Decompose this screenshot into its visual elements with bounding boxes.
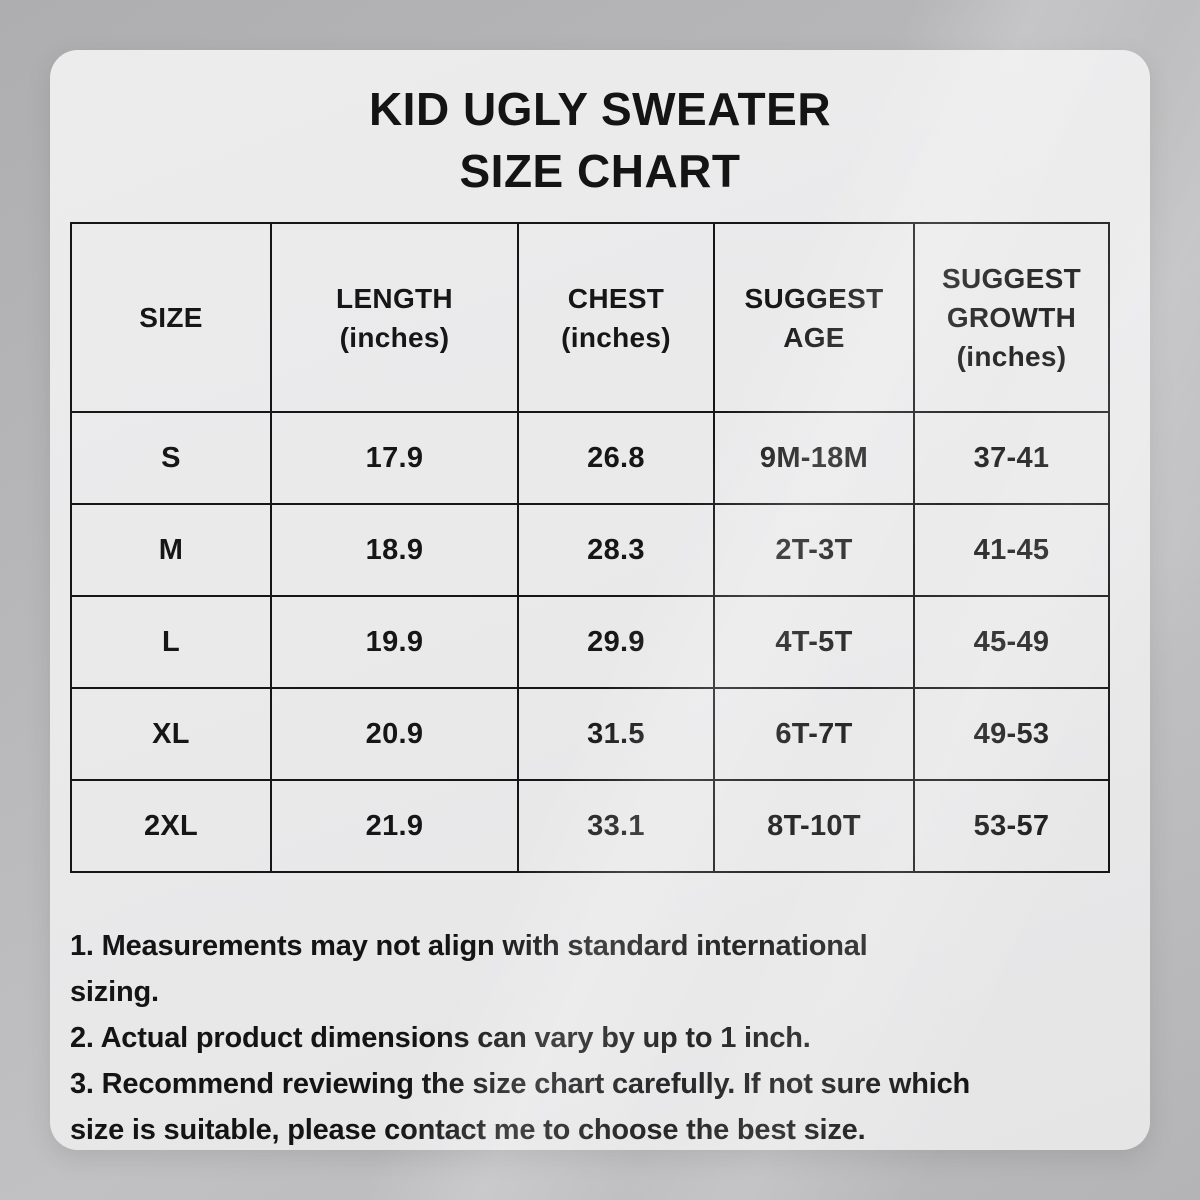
note-3-line-2: size is suitable, please contact me to c… (70, 1114, 866, 1146)
header-cell-suggest-age: SUGGEST AGE (713, 222, 915, 413)
page-title-line2: SIZE CHART (459, 145, 741, 197)
size-table-header: SIZE LENGTH (inches) CHEST (inches) SUGG… (70, 222, 1110, 413)
age-cell: 4T-5T (713, 595, 915, 689)
size-table-body: S 17.9 26.8 9M-18M 37-41 M 18.9 28.3 2T-… (70, 411, 1110, 873)
table-row-xl: XL 20.9 31.5 6T-7T 49-53 (70, 687, 1110, 781)
page-title-line1: KID UGLY SWEATER (368, 83, 832, 135)
age-cell: 2T-3T (713, 503, 915, 597)
length-cell: 18.9 (270, 503, 519, 597)
growth-cell: 37-41 (913, 411, 1110, 505)
table-row-s: S 17.9 26.8 9M-18M 37-41 (70, 411, 1110, 505)
note-3-line-1: 3. Recommend reviewing the size chart ca… (70, 1068, 971, 1100)
header-line: SUGGEST (744, 282, 884, 314)
age-cell: 6T-7T (713, 687, 915, 781)
size-table: SIZE LENGTH (inches) CHEST (inches) SUGG… (70, 222, 1110, 873)
size-cell: L (70, 595, 272, 689)
length-cell: 20.9 (270, 687, 519, 781)
header-line: SIZE (139, 302, 203, 333)
chest-cell: 33.1 (517, 779, 715, 873)
note-1-line-2: sizing. (70, 976, 159, 1008)
size-cell: S (70, 411, 272, 505)
size-cell: M (70, 503, 272, 597)
header-cell-size: SIZE (70, 222, 272, 413)
header-line: (inches) (561, 321, 671, 353)
chest-cell: 31.5 (517, 687, 715, 781)
note-1-line-1: 1. Measurements may not align with stand… (70, 930, 868, 962)
table-row-l: L 19.9 29.9 4T-5T 45-49 (70, 595, 1110, 689)
length-cell: 17.9 (270, 411, 519, 505)
header-line: (inches) (956, 341, 1067, 372)
header-line: CHEST (567, 282, 665, 314)
chest-cell: 28.3 (517, 503, 715, 597)
header-cell-chest: CHEST (inches) (517, 222, 715, 413)
note-2-line-1: 2. Actual product dimensions can vary by… (70, 1022, 811, 1054)
header-line: SUGGEST (941, 263, 1081, 294)
header-line: LENGTH (336, 282, 453, 314)
table-row-m: M 18.9 28.3 2T-3T 41-45 (70, 503, 1110, 597)
table-row-2xl: 2XL 21.9 33.1 8T-10T 53-57 (70, 779, 1110, 873)
growth-cell: 45-49 (913, 595, 1110, 689)
age-cell: 8T-10T (713, 779, 915, 873)
notes-section: 1. Measurements may not align with stand… (70, 923, 1132, 1153)
chest-cell: 26.8 (517, 411, 715, 505)
size-cell: XL (70, 687, 272, 781)
growth-cell: 53-57 (913, 779, 1110, 873)
size-cell: 2XL (70, 779, 272, 873)
header-line: (inches) (339, 321, 450, 353)
chest-cell: 29.9 (517, 595, 715, 689)
length-cell: 19.9 (270, 595, 519, 689)
header-line: GROWTH (946, 302, 1077, 333)
page-title: KID UGLY SWEATER SIZE CHART (50, 50, 1150, 202)
header-row: SIZE LENGTH (inches) CHEST (inches) SUGG… (70, 222, 1110, 413)
age-cell: 9M-18M (713, 411, 915, 505)
growth-cell: 49-53 (913, 687, 1110, 781)
size-chart-card: KID UGLY SWEATER SIZE CHART SIZE LENGTH … (50, 50, 1150, 1150)
header-line: AGE (783, 321, 845, 353)
header-cell-suggest-growth: SUGGEST GROWTH (inches) (913, 222, 1110, 413)
length-cell: 21.9 (270, 779, 519, 873)
growth-cell: 41-45 (913, 503, 1110, 597)
header-cell-length: LENGTH (inches) (270, 222, 519, 413)
